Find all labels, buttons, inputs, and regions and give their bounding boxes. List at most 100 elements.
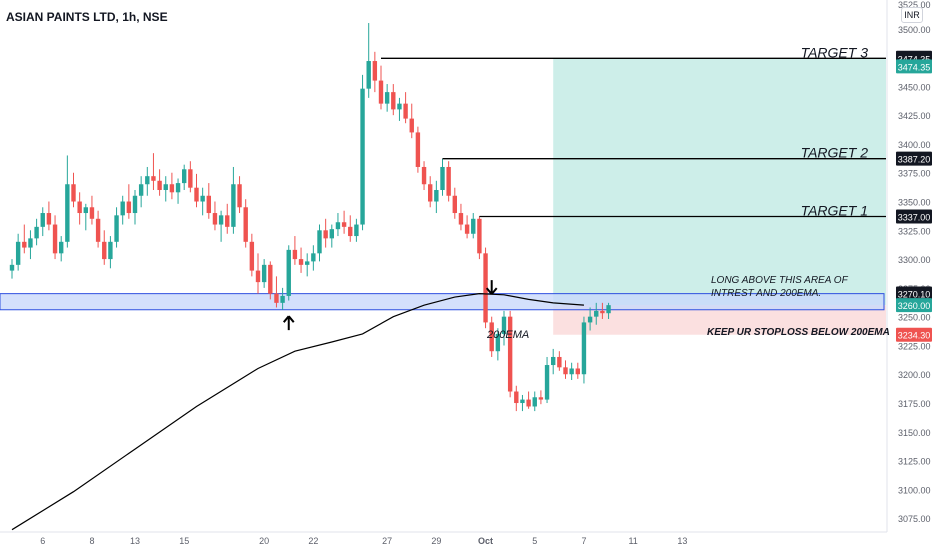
candle-body [452,195,457,214]
time-tick-label: 20 [259,536,269,546]
candle-body [335,222,341,230]
candle-body [495,333,501,352]
candle-body [268,264,273,294]
time-tick-label: 29 [431,536,441,546]
price-tick-label: 3400.00 [898,140,931,150]
candle-body [403,103,408,119]
price-badge-bg [896,327,932,342]
price-tick-label: 3500.00 [898,25,931,35]
candle-body [28,238,33,248]
candle-body [532,397,537,407]
price-tick-label: 3100.00 [898,485,931,495]
target-price-badge: 3337.00 [898,212,931,222]
candle-body [182,169,187,184]
price-tick-label: 3250.00 [898,313,931,323]
candle-body [188,169,193,188]
candle-body [526,399,531,407]
candle-body [581,322,587,375]
candle-body [551,356,556,366]
ema-200-line [11,293,584,531]
candle-body [225,215,230,227]
candle-body [311,253,316,262]
candle-body [83,207,88,214]
candle-body [243,207,248,242]
time-tick-label: 11 [628,536,637,546]
candle-body [489,322,494,352]
ema-label: 200EMA [486,329,529,341]
candle-body [52,224,58,254]
target-label: TARGET 1 [801,202,868,218]
price-tick-label: 3075.00 [898,514,931,524]
target-price-badge-bg [896,209,932,224]
candle-body [329,229,334,239]
candle-body [255,270,261,283]
price-tick-label: 3325.00 [898,226,931,236]
candle-body [501,316,507,334]
candle-body [261,264,267,283]
candle-body [65,184,70,242]
price-badge: 3270.10 [898,290,931,300]
long-note-line1: LONG ABOVE THIS AREA OF [711,275,849,286]
time-tick-label: Oct [478,536,493,546]
candle-body [132,195,138,214]
time-tick-label: 8 [89,536,94,546]
candle-body [194,187,199,202]
candle-body [348,226,353,237]
candle-body [569,368,574,375]
candle-body [114,215,119,242]
candle-body [354,224,359,237]
candle-body [298,259,304,265]
currency-badge[interactable]: INR [901,7,923,23]
time-tick-label: 6 [40,536,45,546]
candle-body [34,226,39,239]
candle-body [538,397,544,400]
candle-body [77,201,82,214]
candle-body [341,222,347,227]
candle-body [157,180,162,190]
candle-body [305,261,310,265]
candle-body [563,367,568,375]
candle-body [378,80,384,104]
price-badge-bg [896,298,932,313]
candle-body [163,184,168,190]
time-tick-label: 13 [677,536,687,546]
price-tick-label: 3350.00 [898,198,931,208]
candle-body [138,184,144,196]
candle-body [409,118,414,133]
candle-body [600,310,605,314]
candle-body [95,218,101,242]
candle-body [46,213,52,225]
price-tick-label: 3200.00 [898,370,931,380]
candle-body [15,241,21,265]
price-tick-label: 3125.00 [898,457,931,467]
symbol-title: ASIAN PAINTS LTD, 1h, NSE [6,10,168,24]
time-tick-label: 13 [130,536,140,546]
candle-body [434,190,439,202]
candle-body [594,310,599,317]
candle-body [317,230,322,254]
candle-body [200,195,205,202]
interest-zone [0,293,885,311]
up-arrow-marker [282,315,295,331]
candle-body [606,305,611,314]
price-badge-bg [896,286,932,301]
candle-body [22,241,27,248]
target3-badge: 3474.35 [898,62,931,72]
price-badge: 3234.30 [898,331,931,341]
price-tick-label: 3150.00 [898,428,931,438]
candle-body [206,195,211,214]
candle-body [286,249,291,296]
candle-body [360,88,365,225]
candle-body [151,176,156,181]
candle-body [231,184,236,227]
time-tick-label: 15 [179,536,189,546]
candle-body [175,183,181,193]
candle-body [520,399,525,404]
candle-body [440,166,445,190]
time-tick-label: 5 [532,536,537,546]
down-arrow-marker [485,280,498,295]
candle-body [391,92,396,110]
candle-body [59,241,64,254]
target-label: TARGET 2 [801,145,869,161]
